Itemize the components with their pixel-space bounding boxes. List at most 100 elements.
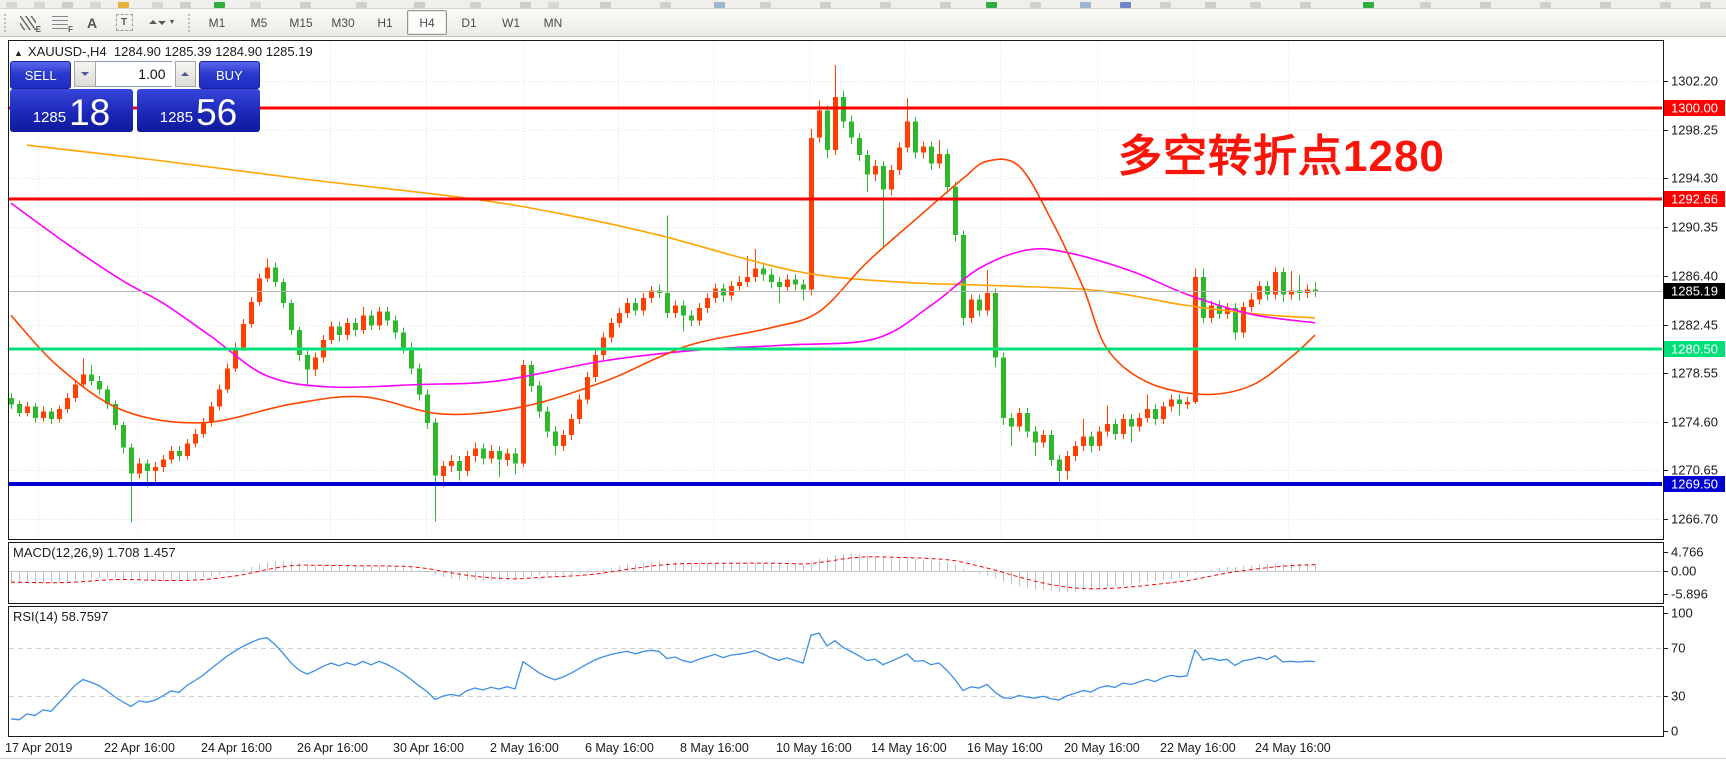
svg-text:1302.20: 1302.20 — [1671, 74, 1718, 89]
ask-price-small: 1285 — [159, 109, 194, 126]
buy-button[interactable]: BUY — [198, 61, 260, 89]
tab-timeframe-m5[interactable]: M5 — [250, 15, 268, 30]
toolbar-icon-fragment — [118, 2, 129, 8]
svg-text:1286.40: 1286.40 — [1671, 269, 1718, 284]
label-glyph: T — [115, 14, 133, 31]
toolbar-icon-fragment — [1300, 2, 1311, 8]
chart-toolbar: E F A T ▼ M1 M5 M15 M30 H1 H4 D1 W1 MN — [0, 9, 1726, 37]
toolbar-icon-fragment — [214, 2, 225, 8]
dot-grid-glyph — [52, 16, 68, 29]
toolbar-icon-fragment — [62, 2, 73, 8]
svg-text:10 May 16:00: 10 May 16:00 — [776, 741, 852, 755]
toolbar-icon-fragment — [1160, 2, 1171, 8]
text-label-tool-icon[interactable]: T — [108, 11, 140, 34]
one-click-trade-panel: SELL BUY 1285 18 1285 56 — [10, 61, 260, 132]
tab-timeframe-d1[interactable]: D1 — [461, 15, 477, 30]
toolbar-icon-fragment — [1540, 2, 1551, 8]
fibonacci-sub: F — [68, 25, 73, 34]
line-studies-sub: E — [35, 25, 41, 34]
bid-price-box[interactable]: 1285 18 — [10, 89, 133, 132]
svg-text:6 May 16:00: 6 May 16:00 — [585, 741, 654, 755]
svg-text:1300.00: 1300.00 — [1671, 101, 1718, 116]
panel-frames — [0, 40, 1726, 759]
toolbar-icon-fragment — [1660, 2, 1671, 8]
svg-text:16 May 16:00: 16 May 16:00 — [967, 741, 1043, 755]
toolbar-icon-fragment — [34, 2, 45, 8]
volume-decrement-button[interactable] — [74, 61, 96, 87]
chevron-down-icon: ▼ — [168, 19, 176, 26]
svg-text:1282.45: 1282.45 — [1671, 318, 1718, 333]
toolbar-icon-fragment — [90, 2, 101, 8]
tab-timeframe-mn[interactable]: MN — [543, 15, 563, 30]
svg-text:14 May 16:00: 14 May 16:00 — [871, 741, 947, 755]
ohlc-values: 1284.90 1285.39 1284.90 1285.19 — [113, 44, 313, 59]
toolbar-grip[interactable] — [3, 12, 8, 33]
current-price-line: 1285.19 — [9, 283, 1725, 299]
svg-text:22 May 16:00: 22 May 16:00 — [1160, 741, 1236, 755]
toolbar-icon-fragment — [714, 2, 725, 8]
tab-timeframe-m1[interactable]: M1 — [208, 15, 226, 30]
chinese-annotation-text: 多空转折点1280 — [1118, 132, 1445, 181]
toolbar-icon-fragment — [250, 2, 261, 8]
price-axis: 1302.20 1298.25 1294.30 1290.35 1286.40 1282.… — [1663, 74, 1718, 527]
svg-text:1274.60: 1274.60 — [1671, 415, 1718, 430]
collapse-triangle-icon[interactable]: ▲ — [14, 48, 23, 58]
toolbar-icon-fragment — [414, 2, 425, 8]
ma-slow-line — [26, 144, 1316, 319]
toolbar-icon-fragment — [1250, 2, 1261, 8]
arrow-down-glyph — [157, 21, 166, 29]
toolbar-icon-fragment — [1480, 2, 1491, 8]
text-tool-icon[interactable]: A — [76, 11, 108, 34]
timeframe-grip[interactable] — [187, 12, 192, 33]
toolbar-icon-fragment — [760, 2, 771, 8]
toolbar-icon-fragment — [470, 2, 481, 8]
svg-text:1269.50: 1269.50 — [1671, 477, 1718, 492]
toolbar-icon-fragment — [1205, 2, 1216, 8]
symbol-label: XAUUSD-,H4 — [27, 44, 107, 59]
triangle-up-icon — [181, 68, 190, 76]
arrow-objects-icon[interactable]: ▼ — [140, 11, 184, 34]
toolbar-icon-fragment — [520, 2, 531, 8]
svg-text:20 May 16:00: 20 May 16:00 — [1064, 741, 1140, 755]
sell-button[interactable]: SELL — [10, 61, 72, 89]
svg-text:1298.25: 1298.25 — [1671, 123, 1718, 138]
arrow-up-glyph — [148, 16, 157, 24]
toolbar-icon-fragment — [1420, 2, 1431, 8]
toolbar-icon-fragment — [986, 2, 997, 8]
symbol-ohlc-header[interactable]: ▲ XAUUSD-,H4 1284.90 1285.39 1284.90 1285… — [14, 44, 313, 59]
ma-fast-line — [10, 158, 1316, 424]
toolbar-icon-fragment — [600, 2, 611, 8]
fibonacci-grid-icon[interactable]: F — [44, 11, 76, 34]
svg-text:30: 30 — [1671, 689, 1685, 704]
svg-text:30 Apr 16:00: 30 Apr 16:00 — [393, 741, 464, 755]
svg-text:1285.19: 1285.19 — [1671, 284, 1718, 299]
ask-price-box[interactable]: 1285 56 — [137, 89, 260, 132]
toolbar-icon-fragment — [548, 2, 559, 8]
svg-text:24 Apr 16:00: 24 Apr 16:00 — [201, 741, 272, 755]
svg-text:1294.30: 1294.30 — [1671, 171, 1718, 186]
volume-input[interactable] — [95, 61, 172, 87]
svg-text:2 May 16:00: 2 May 16:00 — [490, 741, 559, 755]
toolbar-icon-fragment — [6, 2, 17, 8]
svg-text:17 Apr 2019: 17 Apr 2019 — [5, 741, 72, 755]
toolbar-icon-fragment — [820, 2, 831, 8]
svg-text:-5.896: -5.896 — [1671, 587, 1708, 602]
toolbar-icon-fragment — [356, 2, 367, 8]
svg-text:1266.70: 1266.70 — [1671, 512, 1718, 527]
svg-text:0.00: 0.00 — [1671, 564, 1696, 579]
tab-timeframe-m30[interactable]: M30 — [331, 15, 355, 30]
toolbar-icon-fragment — [1120, 2, 1131, 8]
volume-increment-button[interactable] — [174, 61, 196, 87]
line-studies-icon[interactable]: E — [12, 11, 44, 34]
tab-timeframe-h4[interactable]: H4 — [407, 10, 447, 35]
toolbar-icon-fragment — [880, 2, 891, 8]
svg-text:1278.55: 1278.55 — [1671, 366, 1718, 381]
toolbar-icon-fragment — [1600, 2, 1611, 8]
svg-text:70: 70 — [1671, 641, 1685, 656]
tab-timeframe-h1[interactable]: H1 — [377, 15, 393, 30]
tab-timeframe-m15[interactable]: M15 — [289, 15, 313, 30]
tab-timeframe-w1[interactable]: W1 — [502, 15, 520, 30]
cropped-upper-toolbar — [0, 0, 1726, 9]
